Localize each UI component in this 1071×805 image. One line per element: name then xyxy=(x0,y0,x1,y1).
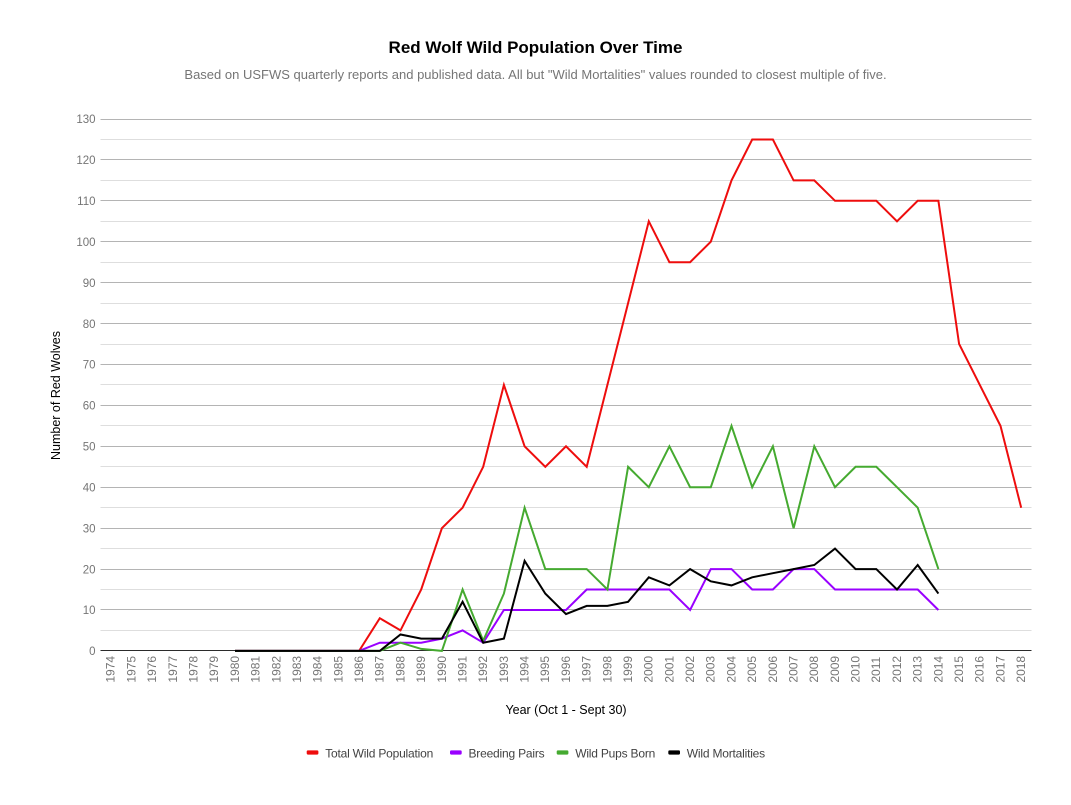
svg-text:2008: 2008 xyxy=(807,656,821,683)
svg-text:1988: 1988 xyxy=(393,656,407,683)
svg-text:2012: 2012 xyxy=(890,656,904,683)
svg-text:60: 60 xyxy=(83,401,96,413)
svg-text:1997: 1997 xyxy=(580,656,594,683)
svg-text:1996: 1996 xyxy=(559,656,573,683)
svg-text:1982: 1982 xyxy=(269,656,283,683)
svg-text:2000: 2000 xyxy=(642,656,656,683)
svg-text:50: 50 xyxy=(83,442,96,454)
svg-text:2001: 2001 xyxy=(662,656,676,683)
svg-text:70: 70 xyxy=(83,360,96,372)
svg-text:Wild Pups Born: Wild Pups Born xyxy=(575,747,655,761)
svg-text:2003: 2003 xyxy=(704,656,718,683)
svg-text:1978: 1978 xyxy=(187,656,201,683)
svg-text:1989: 1989 xyxy=(414,656,428,683)
svg-text:1974: 1974 xyxy=(104,656,118,683)
svg-text:Based on USFWS quarterly repor: Based on USFWS quarterly reports and pub… xyxy=(184,67,886,82)
svg-text:Breeding Pairs: Breeding Pairs xyxy=(469,747,545,761)
svg-text:2017: 2017 xyxy=(993,656,1007,683)
svg-text:1984: 1984 xyxy=(311,656,325,683)
svg-text:1992: 1992 xyxy=(476,656,490,683)
svg-text:40: 40 xyxy=(83,482,96,494)
svg-text:2016: 2016 xyxy=(973,656,987,683)
svg-text:1976: 1976 xyxy=(145,656,159,683)
svg-text:1998: 1998 xyxy=(600,656,614,683)
svg-text:1985: 1985 xyxy=(331,656,345,683)
svg-text:20: 20 xyxy=(83,564,96,576)
svg-text:2007: 2007 xyxy=(787,656,801,683)
svg-text:80: 80 xyxy=(83,319,96,331)
svg-text:1999: 1999 xyxy=(621,656,635,683)
svg-text:1983: 1983 xyxy=(290,656,304,683)
svg-text:1986: 1986 xyxy=(352,656,366,683)
svg-text:2013: 2013 xyxy=(911,656,925,683)
svg-text:130: 130 xyxy=(76,114,95,126)
svg-text:1979: 1979 xyxy=(207,656,221,683)
svg-text:2011: 2011 xyxy=(869,656,883,682)
svg-text:2004: 2004 xyxy=(724,656,738,683)
svg-text:1995: 1995 xyxy=(538,656,552,683)
svg-text:1977: 1977 xyxy=(166,656,180,683)
svg-text:110: 110 xyxy=(77,196,95,208)
svg-text:Wild Mortalities: Wild Mortalities xyxy=(687,747,765,761)
svg-text:100: 100 xyxy=(76,237,95,249)
svg-text:1981: 1981 xyxy=(249,656,263,683)
svg-text:Number of Red Wolves: Number of Red Wolves xyxy=(49,331,63,460)
svg-text:Year (Oct 1 - Sept 30): Year (Oct 1 - Sept 30) xyxy=(505,703,626,717)
svg-text:1975: 1975 xyxy=(124,656,138,683)
svg-text:2014: 2014 xyxy=(931,656,945,683)
svg-text:2006: 2006 xyxy=(766,656,780,683)
svg-text:1987: 1987 xyxy=(373,656,387,683)
svg-text:10: 10 xyxy=(83,605,96,617)
svg-text:120: 120 xyxy=(76,155,95,167)
svg-text:0: 0 xyxy=(89,646,95,658)
svg-text:1990: 1990 xyxy=(435,656,449,683)
svg-text:1980: 1980 xyxy=(228,656,242,683)
svg-text:Total Wild Population: Total Wild Population xyxy=(325,747,433,761)
svg-text:Red Wolf Wild Population Over: Red Wolf Wild Population Over Time xyxy=(389,38,683,57)
svg-text:1994: 1994 xyxy=(518,656,532,683)
svg-text:2015: 2015 xyxy=(952,656,966,683)
svg-text:30: 30 xyxy=(83,523,96,535)
svg-text:2002: 2002 xyxy=(683,656,697,683)
svg-text:2018: 2018 xyxy=(1014,656,1028,683)
svg-text:2010: 2010 xyxy=(849,656,863,683)
svg-text:2005: 2005 xyxy=(745,656,759,683)
svg-text:1993: 1993 xyxy=(497,656,511,683)
svg-text:1991: 1991 xyxy=(456,656,470,683)
svg-text:90: 90 xyxy=(83,278,96,290)
svg-text:2009: 2009 xyxy=(828,656,842,683)
